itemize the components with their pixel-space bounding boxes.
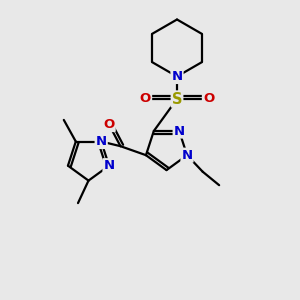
Text: O: O — [203, 92, 214, 106]
Text: N: N — [171, 70, 183, 83]
Text: N: N — [96, 135, 107, 148]
Text: S: S — [172, 92, 182, 106]
Text: O: O — [103, 118, 115, 131]
Text: N: N — [182, 149, 193, 162]
Text: N: N — [174, 124, 185, 137]
Text: N: N — [103, 159, 115, 172]
Text: O: O — [140, 92, 151, 106]
